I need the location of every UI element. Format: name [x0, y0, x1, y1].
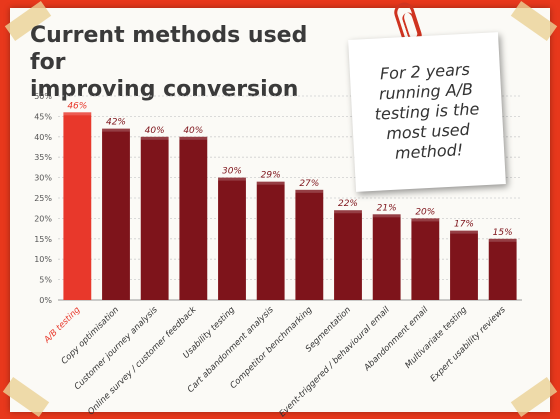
category-label: Expert usability reviews	[429, 305, 508, 384]
bar-layer	[63, 112, 517, 300]
bar	[256, 181, 285, 300]
bar-top-shade	[411, 218, 440, 222]
category-label: Competitor benchmarking	[228, 305, 314, 391]
y-tick-label: 45%	[34, 112, 52, 121]
y-tick-label: 20%	[34, 214, 52, 223]
bar-top-shade	[102, 128, 130, 132]
value-label: 40%	[183, 126, 203, 136]
bar	[372, 214, 401, 300]
bar-top-shade	[488, 238, 517, 242]
bar-top-shade	[179, 136, 208, 140]
value-label: 20%	[415, 207, 435, 217]
value-label: 17%	[454, 220, 474, 230]
value-label: 29%	[261, 171, 281, 181]
y-tick-label: 0%	[39, 296, 52, 305]
y-tick-label: 30%	[34, 174, 52, 183]
bar-top-shade	[256, 181, 285, 185]
value-label: 21%	[377, 203, 397, 213]
bar-top-shade	[372, 214, 401, 218]
category-label: Abandonment email	[362, 305, 431, 374]
bar-top-shade	[295, 189, 324, 193]
bar-top-shade	[334, 210, 362, 214]
bar	[140, 136, 169, 300]
value-label: 42%	[106, 118, 126, 128]
y-tick-label: 25%	[34, 194, 52, 203]
value-label: 40%	[145, 126, 165, 136]
bar-top-shade	[450, 230, 478, 234]
y-tick-label: 40%	[34, 133, 52, 142]
value-label: 27%	[299, 179, 319, 189]
bar	[218, 177, 246, 300]
chart-title-line-1: Current methods used for	[30, 23, 308, 75]
bar	[334, 210, 362, 300]
value-label: 22%	[338, 199, 358, 209]
bar	[450, 230, 478, 300]
y-tick-label: 50%	[34, 92, 52, 101]
grid-layer	[58, 95, 522, 301]
bar	[63, 112, 92, 300]
chart-title: Current methods used for improving conve…	[30, 22, 330, 103]
bar-top-shade	[140, 136, 169, 140]
bar	[488, 238, 517, 300]
bar-top-shade	[218, 177, 246, 181]
y-tick-label: 5%	[39, 276, 52, 285]
bar	[102, 128, 130, 300]
value-label: 30%	[222, 167, 242, 177]
value-label: 15%	[493, 228, 513, 238]
value-labels: 46% 42% 40% 40% 30% 29% 27% 22% 21% 20% 17% 15%	[67, 101, 512, 237]
bar	[179, 136, 208, 300]
y-tick-label: 10%	[34, 255, 52, 264]
note-text: For 2 years running A/B testing is the m…	[359, 59, 494, 166]
sticky-note: For 2 years running A/B testing is the m…	[348, 32, 506, 192]
bar	[295, 189, 324, 300]
y-tick-label: 15%	[34, 235, 52, 244]
y-tick-labels: 0% 5% 10% 15% 20% 25% 30% 35% 40% 45% 50%	[34, 92, 52, 305]
y-tick-label: 35%	[34, 153, 52, 162]
category-label: A/B testing	[42, 305, 83, 346]
value-label: 46%	[67, 101, 87, 111]
chart-title-line-2: improving conversion	[30, 77, 299, 102]
bar	[411, 218, 440, 300]
bar-top-shade	[63, 112, 92, 116]
